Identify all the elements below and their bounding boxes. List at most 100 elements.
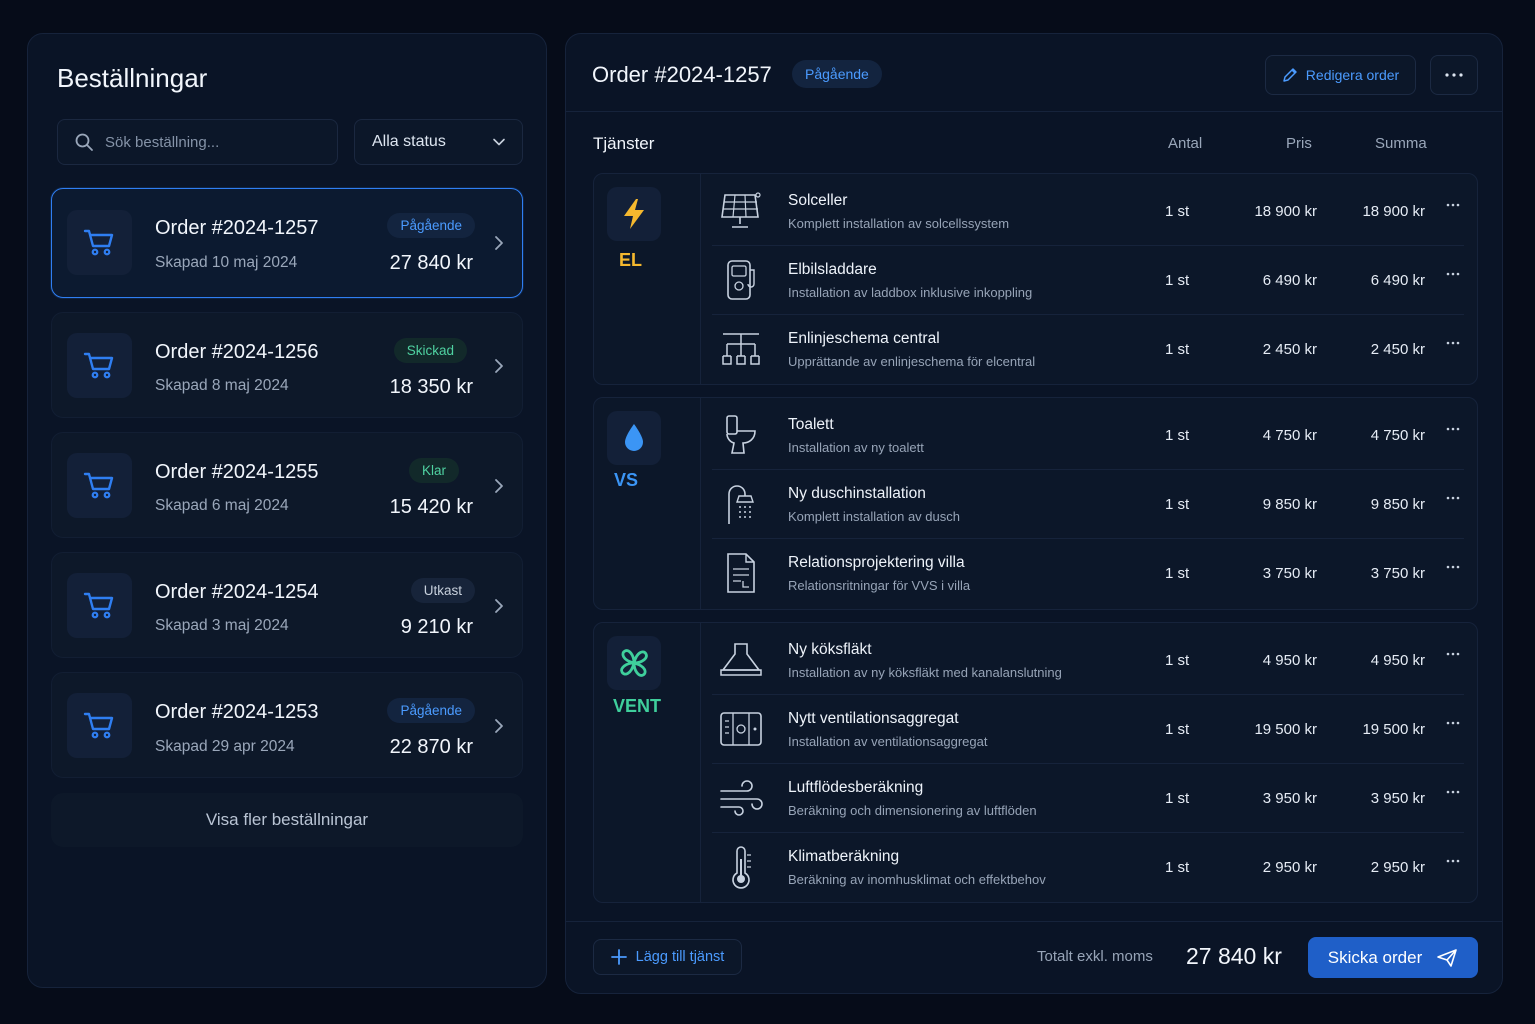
service-qty: 1 st (1165, 565, 1190, 582)
category-divider (700, 174, 701, 384)
row-more-icon[interactable] (1446, 427, 1460, 431)
order-card[interactable]: Order #2024-1255 Skapad 6 maj 2024 Klar … (51, 432, 523, 538)
service-desc: Komplett installation av dusch (788, 509, 960, 524)
ev-charger-icon (717, 257, 765, 303)
service-row[interactable]: Solceller Komplett installation av solce… (712, 176, 1464, 245)
service-price: 4 750 kr (1262, 427, 1317, 444)
solar-panel-icon (717, 188, 765, 234)
service-row[interactable]: Elbilsladdare Installation av laddbox in… (712, 245, 1464, 314)
more-options-button[interactable] (1430, 55, 1478, 95)
add-service-label: Lägg till tjänst (635, 949, 725, 965)
show-more-orders-button[interactable]: Visa fler beställningar (51, 793, 523, 847)
service-group-el: EL Solceller Komplett installation av so… (593, 173, 1478, 385)
fan-icon (607, 636, 661, 690)
more-horizontal-icon (1445, 73, 1463, 77)
service-row[interactable]: Ny köksfläkt Installation av ny köksfläk… (712, 625, 1464, 694)
service-row[interactable]: Luftflödesberäkning Beräkning och dimens… (712, 763, 1464, 832)
service-name: Toalett (788, 416, 834, 433)
edit-order-label: Redigera order (1305, 67, 1400, 83)
service-sum: 3 950 kr (1370, 790, 1425, 807)
search-box[interactable] (57, 119, 338, 165)
row-divider (712, 694, 1464, 695)
send-order-label: Skicka order (1327, 947, 1423, 967)
order-title: Order #2024-1253 (155, 701, 319, 723)
service-group-vs: VS Toalett Installation av ny toalett 1 … (593, 397, 1478, 610)
service-name: Solceller (788, 192, 848, 209)
edit-order-button[interactable]: Redigera order (1265, 55, 1416, 95)
order-title: Order #2024-1255 (155, 461, 319, 483)
service-sum: 4 750 kr (1370, 427, 1425, 444)
search-icon (75, 133, 93, 151)
add-service-button[interactable]: Lägg till tjänst (593, 939, 742, 975)
service-qty: 1 st (1165, 721, 1190, 738)
service-name: Enlinjeschema central (788, 330, 940, 347)
service-price: 18 900 kr (1254, 203, 1317, 220)
column-header-services: Tjänster (593, 134, 655, 153)
service-sum: 2 450 kr (1370, 341, 1425, 358)
row-more-icon[interactable] (1446, 790, 1460, 794)
order-card[interactable]: Order #2024-1254 Skapad 3 maj 2024 Utkas… (51, 552, 523, 658)
column-header-qty: Antal (1168, 135, 1203, 152)
order-detail-panel: Order #2024-1257 Pågående Redigera order… (565, 33, 1503, 994)
order-date: Skapad 8 maj 2024 (155, 377, 289, 394)
order-card[interactable]: Order #2024-1257 Skapad 10 maj 2024 Pågå… (51, 188, 523, 298)
service-qty: 1 st (1165, 427, 1190, 444)
service-row[interactable]: Klimatberäkning Beräkning av inomhusklim… (712, 832, 1464, 901)
chevron-right-icon (495, 599, 503, 613)
order-date: Skapad 3 maj 2024 (155, 617, 289, 634)
service-desc: Upprättande av enlinjeschema för elcentr… (788, 354, 1036, 369)
row-more-icon[interactable] (1446, 652, 1460, 656)
service-row[interactable]: Enlinjeschema central Upprättande av enl… (712, 314, 1464, 383)
send-order-button[interactable]: Skicka order (1308, 937, 1478, 978)
service-row[interactable]: Nytt ventilationsaggregat Installation a… (712, 694, 1464, 763)
service-desc: Installation av ny köksfläkt med kanalan… (788, 665, 1062, 680)
pencil-icon (1283, 68, 1297, 82)
row-more-icon[interactable] (1446, 272, 1460, 276)
schematic-icon (717, 326, 765, 372)
row-more-icon[interactable] (1446, 721, 1460, 725)
category-label: EL (619, 250, 643, 270)
service-desc: Beräkning och dimensionering av luftflöd… (788, 803, 1037, 818)
water-drop-icon (607, 411, 661, 465)
row-more-icon[interactable] (1446, 859, 1460, 863)
search-input[interactable] (105, 133, 305, 151)
status-badge: Skickad (393, 338, 467, 363)
category-divider (700, 398, 701, 609)
kitchen-hood-icon (717, 637, 765, 683)
status-filter-value: Alla status (372, 133, 446, 150)
status-badge: Utkast (410, 578, 475, 603)
service-desc: Relationsritningar för VVS i villa (788, 578, 971, 593)
status-filter-select[interactable]: Alla status (354, 119, 523, 165)
cart-icon (67, 333, 132, 398)
service-name: Klimatberäkning (788, 848, 900, 865)
cart-icon (67, 573, 132, 638)
service-qty: 1 st (1165, 341, 1190, 358)
service-price: 3 750 kr (1262, 565, 1317, 582)
service-row[interactable]: Ny duschinstallation Komplett installati… (712, 469, 1464, 538)
service-qty: 1 st (1165, 790, 1190, 807)
service-row[interactable]: Toalett Installation av ny toalett 1 st … (712, 400, 1464, 469)
airflow-icon (717, 775, 765, 821)
service-row[interactable]: Relationsprojektering villa Relationsrit… (712, 538, 1464, 607)
service-price: 2 450 kr (1262, 341, 1317, 358)
footer-divider (566, 921, 1502, 922)
order-date: Skapad 10 maj 2024 (155, 254, 298, 271)
order-amount: 15 420 kr (389, 496, 473, 518)
chevron-right-icon (495, 236, 503, 250)
row-divider (712, 538, 1464, 539)
row-more-icon[interactable] (1446, 565, 1460, 569)
service-qty: 1 st (1165, 496, 1190, 513)
order-card[interactable]: Order #2024-1256 Skapad 8 maj 2024 Skick… (51, 312, 523, 418)
status-badge: Pågående (387, 213, 475, 238)
service-name: Relationsprojektering villa (788, 554, 965, 571)
shower-icon (717, 481, 765, 527)
row-more-icon[interactable] (1446, 496, 1460, 500)
chevron-down-icon (493, 138, 505, 146)
order-detail-header: Order #2024-1257 Pågående Redigera order (566, 34, 1502, 112)
row-more-icon[interactable] (1446, 203, 1460, 207)
send-icon (1437, 948, 1458, 967)
row-more-icon[interactable] (1446, 341, 1460, 345)
status-badge: Pågående (387, 698, 475, 723)
row-divider (712, 763, 1464, 764)
order-card[interactable]: Order #2024-1253 Skapad 29 apr 2024 Pågå… (51, 672, 523, 778)
